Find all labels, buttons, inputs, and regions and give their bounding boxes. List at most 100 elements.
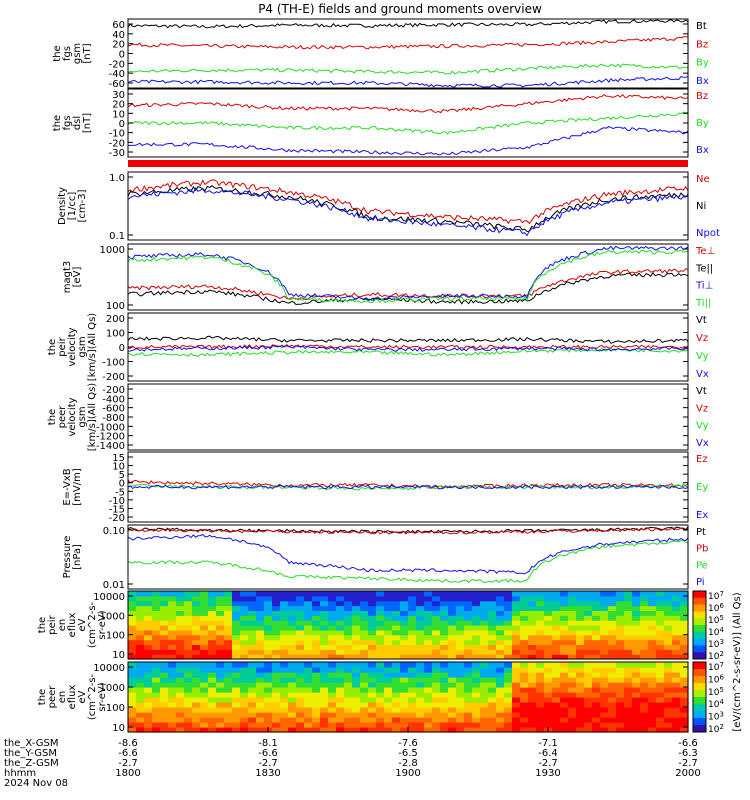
spectrogram-cell (448, 667, 457, 673)
legend-entry-Bz: Bz (696, 39, 708, 50)
spectrogram-cell (552, 629, 561, 636)
spectrogram-cell (432, 605, 441, 612)
spectrogram-cell (160, 639, 169, 646)
spectrogram-cell (648, 629, 657, 636)
spectrogram-cell (192, 707, 201, 713)
spectrogram-cell (408, 595, 417, 602)
spectrogram-cell (152, 649, 161, 655)
spectrogram-cell (440, 605, 449, 612)
spectrogram-cell (328, 692, 337, 698)
spectrogram-cell (224, 727, 233, 733)
spectrogram-cell (280, 605, 289, 612)
spectrogram-cell (168, 677, 177, 683)
spectrogram-cell (280, 649, 289, 655)
spectrogram-cell (536, 667, 545, 673)
spectrogram-cell (512, 600, 521, 607)
spectrogram-cell (216, 605, 225, 612)
spectrogram-cell (240, 600, 249, 607)
spectrogram-cell (352, 672, 361, 678)
series-line-efield-2 (127, 484, 689, 490)
spectrogram-cell (552, 712, 561, 718)
y-tick-label: -1200 (96, 432, 125, 443)
spectrogram-cell (528, 654, 537, 660)
spectrogram-cell (464, 625, 473, 631)
spectrogram-cell (424, 600, 433, 607)
spectrogram-cell (544, 610, 553, 616)
spectrogram-cell (424, 615, 433, 621)
spectrogram-cell (296, 702, 305, 708)
spectrogram-cell (328, 605, 337, 612)
x-tick-label-y: -6.6 (118, 748, 138, 759)
spectrogram-cell (480, 702, 489, 708)
spectrogram-cell (304, 717, 313, 723)
spectrogram-cell (680, 682, 689, 688)
spectrogram-cell (176, 697, 185, 703)
spectrogram-cell (192, 667, 201, 673)
spectrogram-cell (272, 712, 281, 718)
spectrogram-cell (608, 687, 617, 693)
spectrogram-cell (400, 610, 409, 616)
y-tick-label: 0 (119, 479, 125, 490)
spectrogram-cell (176, 605, 185, 612)
spectrogram-cell (408, 672, 417, 678)
spectrogram-cell (472, 615, 481, 621)
spectrogram-cell (256, 712, 265, 718)
y-tick-label: 10 (112, 723, 125, 734)
spectrogram-cell (360, 707, 369, 713)
spectrogram-cell (376, 667, 385, 673)
spectrogram-cell (616, 610, 625, 616)
spectrogram-cell (272, 600, 281, 607)
spectrogram-cell (192, 625, 201, 631)
spectrogram-cell (320, 677, 329, 683)
spectrogram-cell (192, 600, 201, 607)
spectrogram-cell (360, 625, 369, 631)
spectrogram-cell (496, 620, 505, 626)
spectrogram-cell (216, 600, 225, 607)
spectrogram-cell (160, 625, 169, 631)
spectrogram-cell (648, 591, 657, 597)
spectrogram-cell (184, 687, 193, 693)
spectrogram-cell (544, 595, 553, 602)
legend-entry-Te||: Te|| (695, 263, 713, 274)
spectrogram-cell (240, 697, 249, 703)
spectrogram-cell (440, 629, 449, 636)
spectrogram-cell (128, 629, 137, 636)
y-axis-label: E=-VxB[mV/m] (62, 468, 83, 506)
spectrogram-cell (672, 717, 681, 723)
spectrogram-cell (456, 600, 465, 607)
series-line-pressure-3 (127, 533, 689, 575)
spectrogram-cell (496, 697, 505, 703)
spectrogram-cell (472, 662, 481, 668)
spectrogram-cell (640, 717, 649, 723)
spectrogram-cell (592, 697, 601, 703)
spectrogram-cell (632, 722, 641, 728)
spectrogram-cell (184, 712, 193, 718)
spectrogram-cell (496, 707, 505, 713)
spectrogram-cell (456, 625, 465, 631)
spectrogram-cell (448, 639, 457, 646)
spectrogram-cell (288, 595, 297, 602)
spectrogram-cell (352, 644, 361, 650)
spectrogram-cell (640, 634, 649, 641)
spectrogram-cell (680, 600, 689, 607)
spectrogram-cell (336, 595, 345, 602)
spectrogram-cell (352, 610, 361, 616)
spectrogram-cell (680, 707, 689, 713)
spectrogram-cell (352, 615, 361, 621)
spectrogram-cell (520, 697, 529, 703)
spectrogram-cell (280, 712, 289, 718)
spectrogram-cell (456, 712, 465, 718)
spectrogram-cell (216, 667, 225, 673)
spectrogram-cell (392, 702, 401, 708)
spectrogram-cell (328, 654, 337, 660)
spectrogram-cell (256, 682, 265, 688)
spectrogram-cell (608, 712, 617, 718)
spectrogram-cell (448, 649, 457, 655)
spectrogram-cell (296, 717, 305, 723)
series-line-temperature-0 (127, 268, 689, 301)
spectrogram-cell (464, 649, 473, 655)
spectrogram-cell (544, 620, 553, 626)
spectrogram-cell (376, 629, 385, 636)
spectrogram-cell (264, 649, 273, 655)
